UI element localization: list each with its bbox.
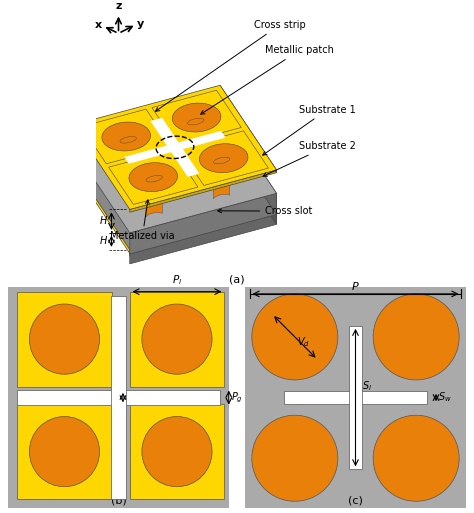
Text: H: H [100, 216, 107, 226]
Circle shape [29, 417, 100, 487]
Polygon shape [129, 163, 178, 191]
Text: Metallic patch: Metallic patch [201, 45, 334, 114]
Polygon shape [73, 109, 276, 233]
Text: Cross slot: Cross slot [218, 206, 312, 216]
Text: $P_l$: $P_l$ [172, 273, 182, 287]
Polygon shape [130, 193, 276, 254]
Bar [17, 292, 112, 387]
Polygon shape [152, 90, 241, 145]
Circle shape [373, 294, 459, 380]
Text: (c): (c) [348, 496, 363, 506]
Text: $S_l$: $S_l$ [362, 380, 372, 393]
Bar [129, 292, 224, 387]
Polygon shape [102, 122, 151, 151]
Text: (a): (a) [229, 274, 245, 284]
Polygon shape [179, 131, 268, 186]
Text: $P_w$: $P_w$ [107, 391, 121, 404]
Text: Substrate 1: Substrate 1 [263, 105, 356, 155]
Text: z: z [115, 1, 122, 11]
Text: (b): (b) [110, 496, 127, 506]
Bar [17, 404, 112, 499]
Polygon shape [220, 129, 276, 217]
Polygon shape [124, 131, 226, 164]
Bar [129, 404, 224, 499]
Polygon shape [73, 85, 276, 209]
Polygon shape [120, 136, 137, 143]
Polygon shape [220, 126, 276, 224]
Polygon shape [188, 119, 204, 160]
Circle shape [142, 417, 212, 487]
Polygon shape [73, 126, 276, 250]
Polygon shape [120, 173, 137, 180]
Polygon shape [146, 175, 162, 217]
Polygon shape [146, 212, 163, 219]
Polygon shape [220, 109, 276, 214]
Polygon shape [213, 194, 230, 201]
Polygon shape [130, 214, 276, 256]
Text: H: H [100, 236, 107, 246]
Circle shape [252, 415, 338, 501]
Text: $P$: $P$ [351, 280, 360, 292]
Polygon shape [149, 160, 201, 223]
Polygon shape [200, 144, 248, 173]
Polygon shape [121, 174, 228, 209]
Text: $P_g$: $P_g$ [231, 390, 243, 405]
Polygon shape [172, 103, 221, 132]
Polygon shape [188, 119, 204, 125]
Bar [17, 390, 220, 405]
Polygon shape [73, 129, 276, 253]
Circle shape [252, 294, 338, 380]
Text: y: y [137, 19, 145, 29]
Circle shape [373, 415, 459, 501]
Polygon shape [120, 136, 136, 178]
Text: Substrate 2: Substrate 2 [263, 141, 356, 176]
Polygon shape [146, 175, 163, 182]
Polygon shape [150, 118, 200, 177]
Polygon shape [109, 150, 198, 205]
Circle shape [142, 304, 212, 374]
Text: Cross strip: Cross strip [155, 20, 306, 111]
Bar [284, 391, 427, 404]
Bar [111, 296, 126, 499]
Bar [349, 326, 362, 469]
Text: x: x [95, 21, 102, 30]
Text: $S_w$: $S_w$ [438, 391, 452, 404]
Polygon shape [213, 157, 230, 199]
Polygon shape [188, 155, 204, 162]
Text: Metalized via: Metalized via [110, 200, 174, 242]
Polygon shape [130, 170, 276, 212]
Polygon shape [82, 109, 171, 164]
Polygon shape [220, 85, 276, 173]
Text: $V_d$: $V_d$ [297, 334, 310, 348]
Polygon shape [213, 157, 230, 164]
Circle shape [29, 304, 100, 374]
Polygon shape [130, 210, 276, 264]
